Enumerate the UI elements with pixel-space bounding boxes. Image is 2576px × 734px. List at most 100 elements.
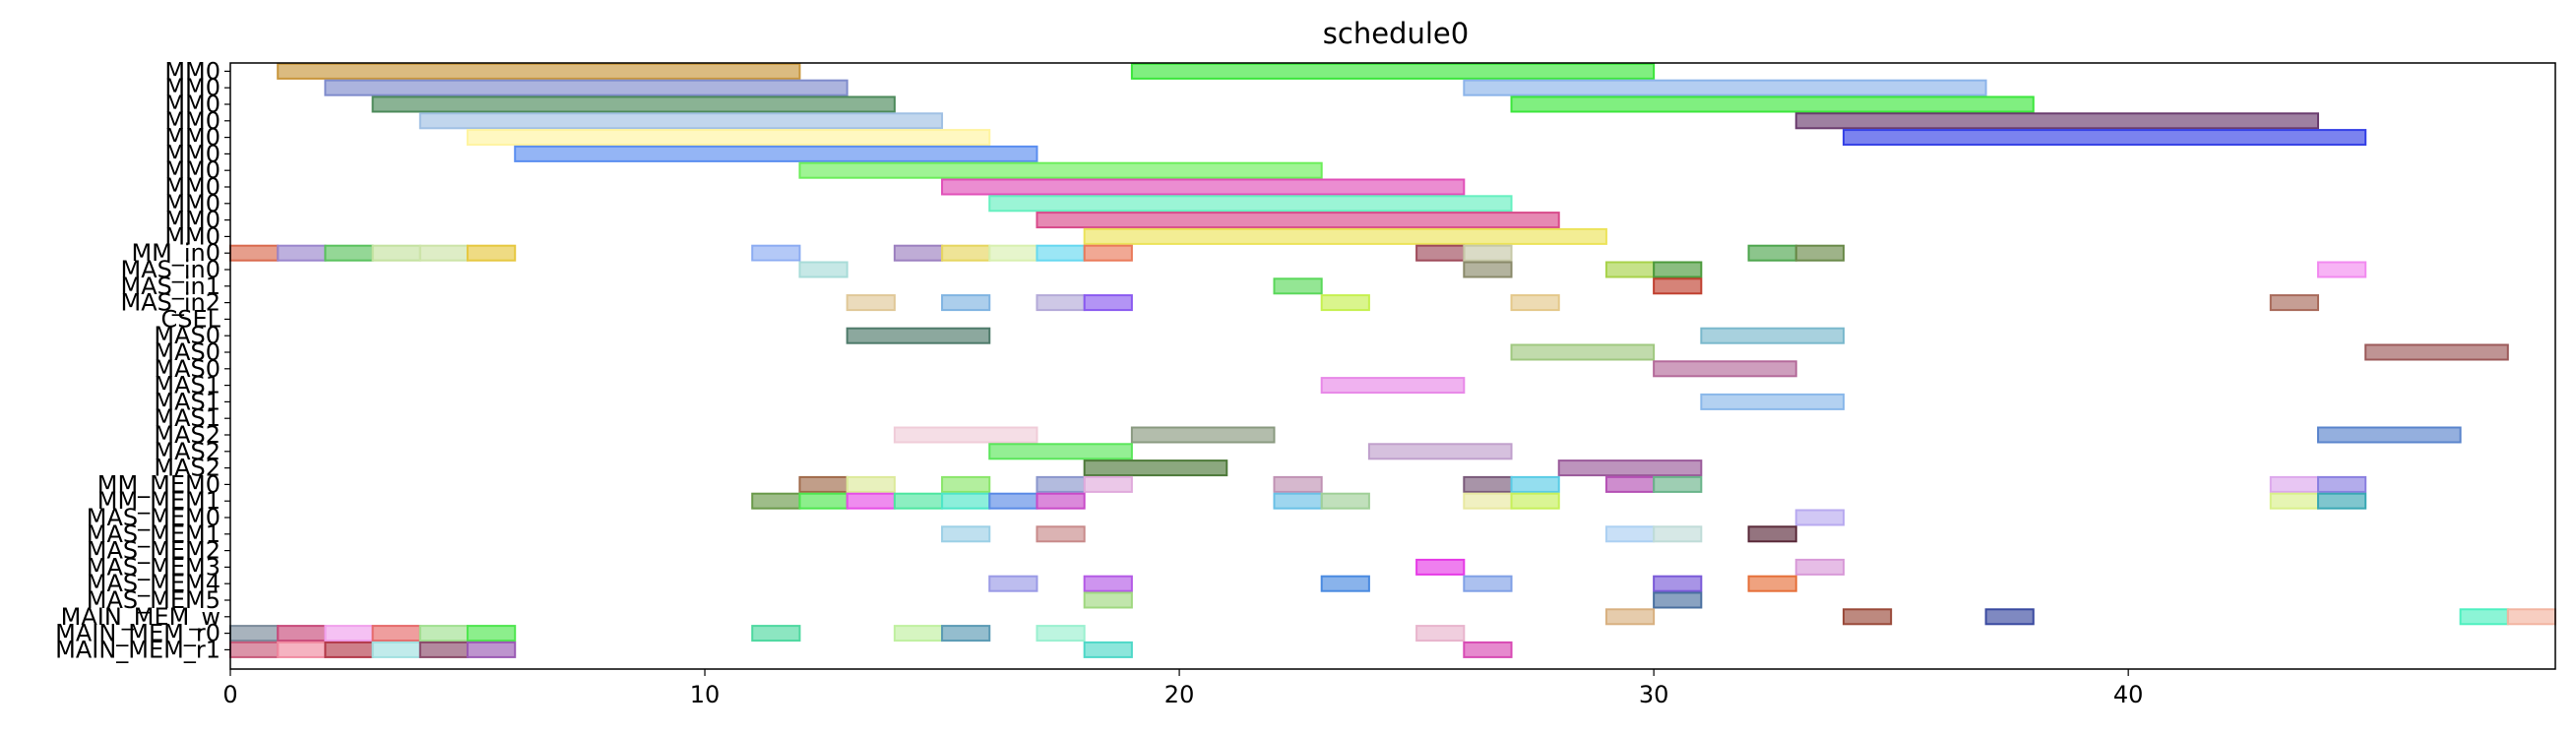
bars-layer: [229, 62, 2556, 658]
task-bar-mm0-2: [324, 79, 848, 96]
task-bar-mm-in0-28: [1415, 244, 1466, 262]
task-bar-mm-mem1-74: [798, 492, 848, 510]
y-tick-label: MM0: [164, 173, 220, 201]
task-bar-mas-mem1-89: [1604, 525, 1656, 543]
task-bar-mas-in2-40: [846, 294, 896, 312]
x-axis: 0 10 20 30 40: [222, 669, 2143, 708]
task-bar-mm-mem0-67: [1463, 475, 1513, 493]
task-bar-mm0-10: [514, 145, 1038, 162]
task-bar-mas-mem4-94: [988, 575, 1038, 592]
task-bar-mas0-49: [1510, 343, 1656, 361]
y-tick-label: MAS_in0: [120, 256, 220, 283]
y-tick-label: CSEL: [160, 305, 220, 333]
y-tick-label: MM0: [164, 207, 220, 234]
task-bar-mm-mem1-78: [988, 492, 1038, 510]
task-bar-main-mem-r0-116: [1036, 625, 1086, 642]
task-bar-mas-mem4-98: [1653, 575, 1703, 592]
task-bar-mm0-1: [1130, 62, 1656, 80]
task-bar-main-mem-r1-125: [1463, 641, 1513, 658]
task-bar-mm-in0-25: [988, 244, 1038, 262]
task-bar-main-mem-r1-120: [324, 641, 374, 658]
task-bar-mas-in0-35: [1604, 261, 1656, 278]
task-bar-mm0-11: [798, 161, 1323, 179]
task-bar-main-mem-r1-123: [467, 641, 517, 658]
task-bar-mas-mem4-99: [1747, 575, 1797, 592]
task-bar-mm0-13: [988, 195, 1513, 213]
plot-frame: [229, 62, 2556, 670]
task-bar-mm-mem0-62: [846, 475, 896, 493]
task-bar-mm-mem1-80: [1273, 492, 1323, 510]
task-bar-mm-in0-26: [1036, 244, 1086, 262]
task-bar-mas0-47: [846, 327, 991, 344]
task-bar-mm-in0-20: [418, 244, 470, 262]
task-bar-mas-mem5-101: [1653, 591, 1703, 609]
y-tick-label: MAS1: [154, 388, 220, 415]
task-bar-main-mem-r0-107: [229, 625, 280, 642]
task-bar-mas-mem4-95: [1083, 575, 1133, 592]
task-bar-mas-in2-46: [2269, 294, 2319, 312]
y-tick-label: MAIN_MEM_r0: [55, 620, 220, 647]
y-tick-label: MAS1: [154, 372, 220, 399]
task-bar-mm0-8: [467, 129, 991, 147]
task-bar-mas-in0-36: [1653, 261, 1703, 278]
task-bar-mas2-55: [1130, 426, 1276, 444]
y-tick-label: MAS0: [154, 322, 220, 349]
y-tick-label: MAS2: [154, 438, 220, 465]
y-tick-label: MM0: [164, 57, 220, 85]
task-bar-mm-in0-21: [467, 244, 517, 262]
task-bar-main-mem-w-104: [1984, 608, 2035, 626]
y-tick-label: MAS_MEM0: [87, 504, 220, 531]
task-bar-mas-mem1-91: [1747, 525, 1797, 543]
task-bar-main-mem-r0-113: [751, 625, 801, 642]
task-bar-mas2-56: [2316, 426, 2462, 444]
y-tick-label: MM_MEM0: [97, 470, 220, 498]
task-bar-mm-mem1-76: [893, 492, 944, 510]
y-tick-label: MAS_MEM2: [87, 537, 220, 565]
task-bar-mm0-0: [277, 62, 801, 80]
y-tick-label: MAS0: [154, 338, 220, 366]
task-bar-mas2-59: [1083, 459, 1228, 477]
task-bar-mas2-60: [1557, 459, 1703, 477]
task-bar-main-mem-r0-110: [371, 625, 421, 642]
task-bar-mm-mem0-72: [2316, 475, 2367, 493]
task-bar-mas-in2-42: [1036, 294, 1086, 312]
task-bar-mas0-48: [1700, 327, 1845, 344]
task-bar-mas-in0-37: [2316, 261, 2367, 278]
task-bar-mm-in0-23: [893, 244, 944, 262]
task-bar-mm-mem1-77: [941, 492, 991, 510]
task-bar-mas-in2-41: [941, 294, 991, 312]
y-tick-label: MM0: [164, 91, 220, 118]
task-bar-main-mem-r1-124: [1083, 641, 1133, 658]
task-bar-main-mem-w-106: [2506, 608, 2556, 626]
y-tick-label: MAS2: [154, 421, 220, 449]
y-tick-label: MM_MEM1: [97, 487, 220, 515]
task-bar-mm0-3: [1463, 79, 1987, 96]
task-bar-mm-in0-19: [371, 244, 421, 262]
task-bar-mm-mem0-61: [798, 475, 848, 493]
y-tick-label: MM0: [164, 74, 220, 101]
task-bar-main-mem-r1-122: [418, 641, 470, 658]
task-bar-mas-mem4-97: [1463, 575, 1513, 592]
task-bar-mm0-12: [941, 178, 1466, 196]
y-tick-label: MM_in0: [131, 239, 220, 267]
task-bar-main-mem-r0-112: [467, 625, 517, 642]
task-bar-mm-mem1-73: [751, 492, 801, 510]
task-bar-mas-in0-32: [751, 261, 801, 278]
task-bar-mm-mem0-71: [2269, 475, 2319, 493]
task-bar-mas-mem3-92: [1415, 558, 1466, 576]
task-bar-mm0-5: [1510, 95, 2035, 113]
task-bar-mas-in2-45: [1510, 294, 1560, 312]
x-tick-label: 20: [1164, 681, 1195, 708]
task-bar-main-mem-r0-108: [277, 625, 327, 642]
task-bar-main-mem-r1-119: [277, 641, 327, 658]
task-bar-mm0-14: [1036, 212, 1560, 229]
y-axis-labels: MM0MM0MM0MM0MM0MM0MM0MM0MM0MM0MM0MM_in0M…: [55, 57, 230, 663]
task-bar-main-mem-r0-109: [324, 625, 374, 642]
task-bar-mm-mem1-82: [1463, 492, 1513, 510]
task-bar-mm-in0-22: [751, 244, 801, 262]
task-bar-main-mem-r0-114: [893, 625, 944, 642]
task-bar-main-mem-r0-115: [941, 625, 991, 642]
task-bar-mas0-50: [2364, 343, 2509, 361]
